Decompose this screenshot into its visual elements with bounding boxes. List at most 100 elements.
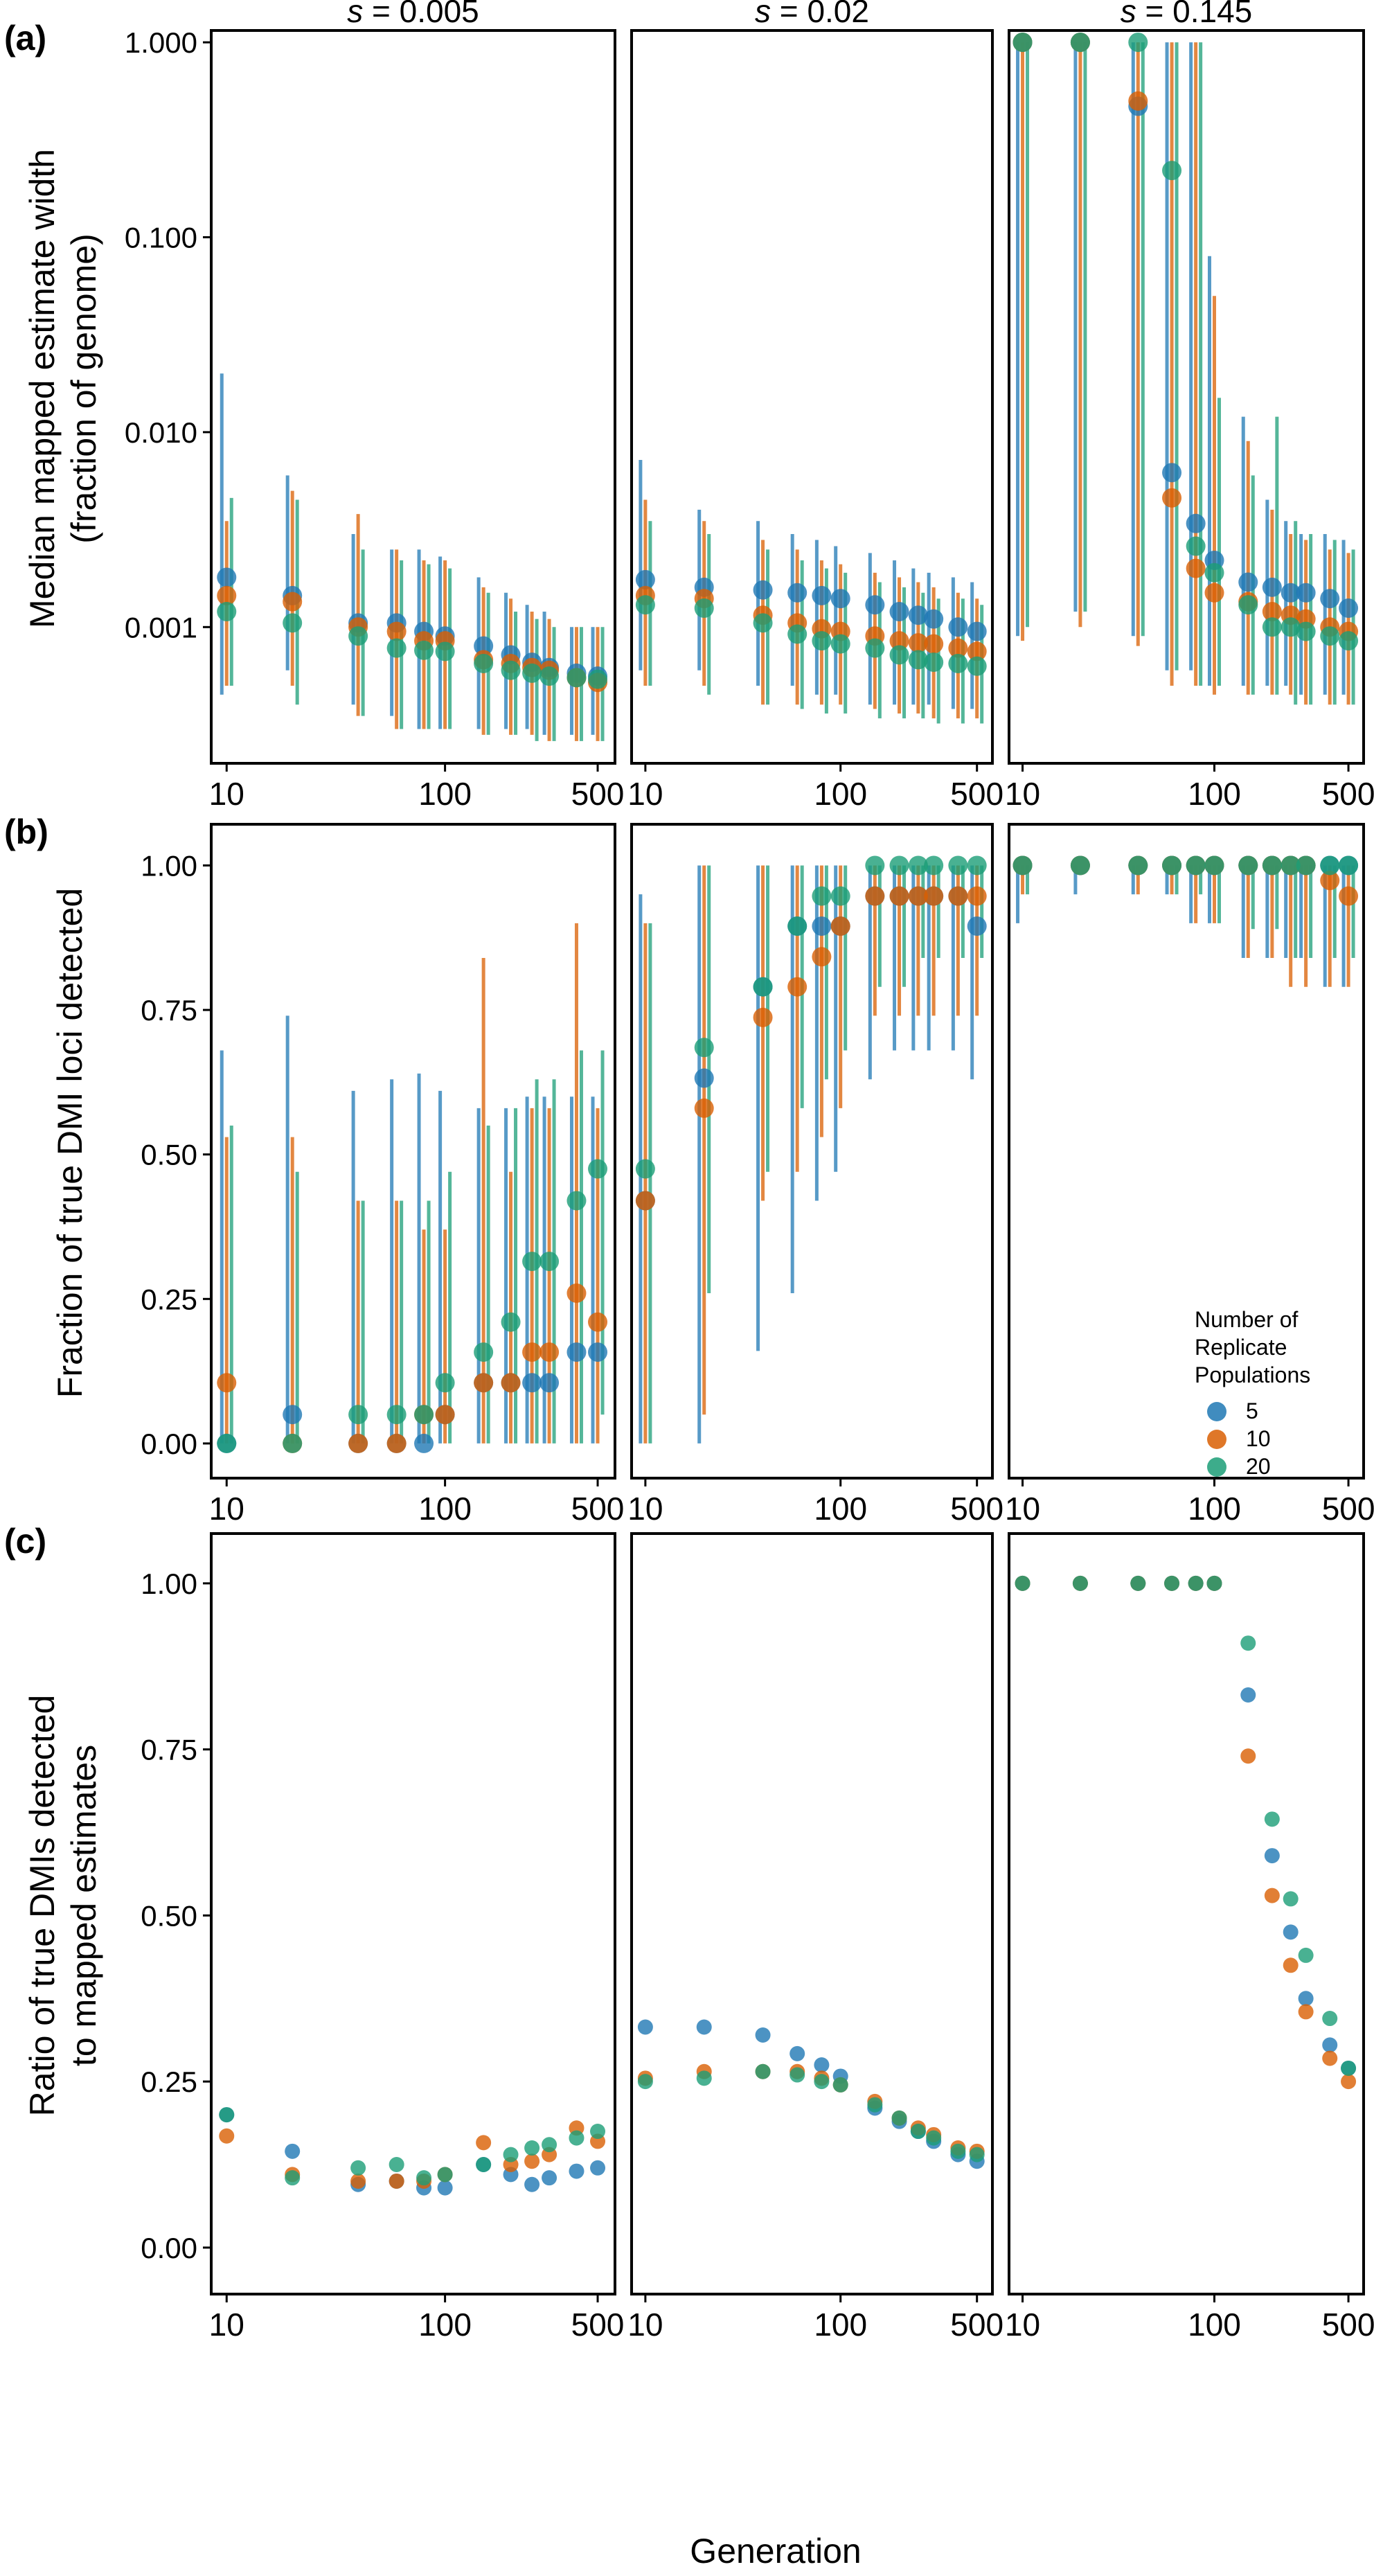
data-point: [1322, 2050, 1338, 2066]
data-point: [474, 636, 494, 656]
data-point: [1240, 1748, 1256, 1764]
data-point: [414, 1433, 434, 1453]
data-point: [503, 2147, 519, 2162]
data-point: [1128, 33, 1148, 53]
legend-label: 10: [1246, 1426, 1271, 1451]
data-point: [812, 947, 832, 967]
data-point: [1341, 2074, 1357, 2090]
data-point: [1262, 855, 1282, 876]
data-point: [1264, 1887, 1280, 1903]
data-point: [832, 2077, 848, 2093]
data-point: [566, 1342, 587, 1362]
data-point: [1164, 1575, 1180, 1591]
data-point: [1296, 855, 1316, 876]
legend-title: Replicate: [1195, 1335, 1287, 1360]
data-point: [812, 916, 832, 936]
data-point: [1186, 536, 1206, 556]
data-point: [889, 602, 909, 622]
data-point: [950, 2143, 966, 2159]
data-point: [753, 977, 773, 997]
data-point: [967, 641, 987, 661]
data-point: [1298, 1947, 1314, 1963]
data-point: [1204, 855, 1224, 876]
data-point: [830, 634, 850, 654]
legend-marker: [1207, 1402, 1226, 1421]
data-point: [1012, 33, 1033, 53]
data-point: [910, 2124, 926, 2140]
data-point: [694, 598, 714, 619]
column-title-italic: s: [1121, 0, 1136, 29]
y-tick-label: 0.75: [141, 1734, 197, 1766]
y-axis-label: Fraction of true DMI loci detected: [51, 888, 89, 1398]
data-point: [908, 855, 928, 876]
data-point: [908, 605, 928, 625]
data-point: [386, 1433, 407, 1453]
x-tick-label: 100: [418, 2307, 472, 2343]
data-point: [217, 1373, 237, 1393]
x-tick-label: 100: [418, 1491, 472, 1527]
data-point: [590, 2160, 606, 2176]
data-point: [1339, 855, 1359, 876]
data-point: [1240, 1687, 1256, 1703]
data-point: [522, 1252, 542, 1272]
data-point: [814, 2074, 830, 2090]
data-point: [1238, 855, 1258, 876]
data-point: [967, 621, 987, 641]
data-point: [217, 585, 237, 605]
data-point: [787, 583, 808, 603]
data-point: [789, 2045, 805, 2061]
data-point: [948, 617, 968, 637]
data-point: [435, 1405, 455, 1425]
data-point: [1264, 1848, 1280, 1864]
panel-frame: [630, 1532, 994, 2295]
x-tick-label: 100: [418, 776, 472, 812]
data-point: [1238, 572, 1258, 592]
x-tick-label: 10: [1005, 2307, 1040, 2343]
x-tick-label: 10: [209, 776, 244, 812]
data-point: [1339, 886, 1359, 906]
legend-title: Populations: [1195, 1362, 1310, 1387]
x-tick-label: 500: [571, 2307, 625, 2343]
data-point: [219, 2128, 235, 2144]
data-point: [1281, 855, 1301, 876]
y-axis-label: (fraction of genome): [64, 233, 103, 543]
data-point: [1070, 855, 1090, 876]
data-point: [967, 886, 987, 906]
marks-layer: [217, 33, 1359, 2196]
x-tick-label: 10: [1005, 776, 1040, 812]
data-point: [830, 916, 850, 936]
x-tick-label: 500: [950, 1491, 1003, 1527]
data-point: [435, 641, 455, 661]
data-point: [1162, 488, 1182, 508]
x-tick-label: 100: [814, 776, 867, 812]
x-tick-label: 500: [1322, 776, 1374, 812]
data-point: [1339, 631, 1359, 651]
data-point: [1264, 1811, 1280, 1827]
data-point: [283, 592, 303, 612]
data-point: [787, 977, 808, 997]
data-point: [812, 631, 832, 651]
data-point: [1322, 2037, 1338, 2053]
data-point: [812, 585, 832, 605]
panel-frame: [1008, 1532, 1365, 2295]
y-axis-label: to mapped estimates: [64, 1745, 103, 2066]
data-point: [1320, 589, 1340, 609]
data-point: [865, 638, 885, 658]
data-point: [830, 589, 850, 609]
data-point: [217, 567, 237, 587]
column-title-italic: s: [755, 0, 771, 29]
x-tick-label: 10: [627, 1491, 663, 1527]
data-point: [755, 2027, 771, 2043]
data-point: [1162, 855, 1182, 876]
y-axis-label: Ratio of true DMIs detected: [23, 1695, 62, 2117]
data-point: [753, 1007, 773, 1027]
data-point: [348, 1405, 368, 1425]
data-point: [1015, 1575, 1030, 1591]
data-point: [285, 2170, 301, 2186]
data-point: [867, 2097, 883, 2113]
x-tick-label: 10: [209, 2307, 244, 2343]
column-title: s = 0.02: [755, 0, 869, 29]
data-point: [1162, 463, 1182, 483]
data-point: [787, 916, 808, 936]
data-point: [539, 1373, 560, 1393]
